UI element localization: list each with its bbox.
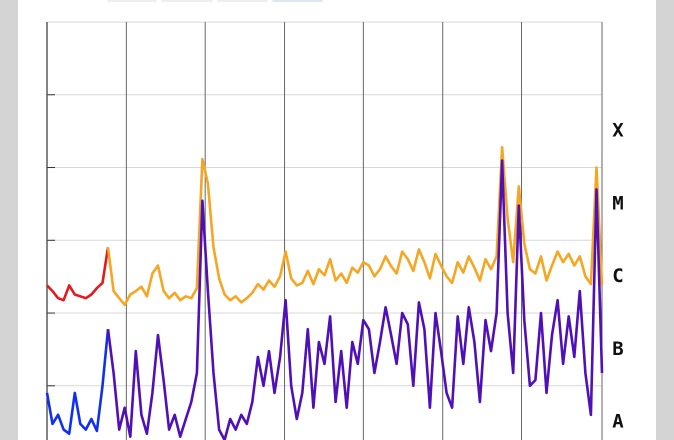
class-label: A: [612, 411, 624, 433]
button[interactable]: [107, 0, 157, 2]
button[interactable]: [272, 0, 323, 2]
series-line: [45, 329, 110, 435]
class-label: X: [612, 120, 624, 142]
series-line: [106, 159, 604, 440]
class-label: C: [612, 265, 623, 287]
class-label: M: [612, 192, 623, 214]
series-line: [46, 247, 110, 302]
button[interactable]: [217, 0, 268, 2]
series-line: [106, 145, 604, 307]
button[interactable]: [161, 0, 213, 2]
class-label: B: [612, 338, 623, 360]
